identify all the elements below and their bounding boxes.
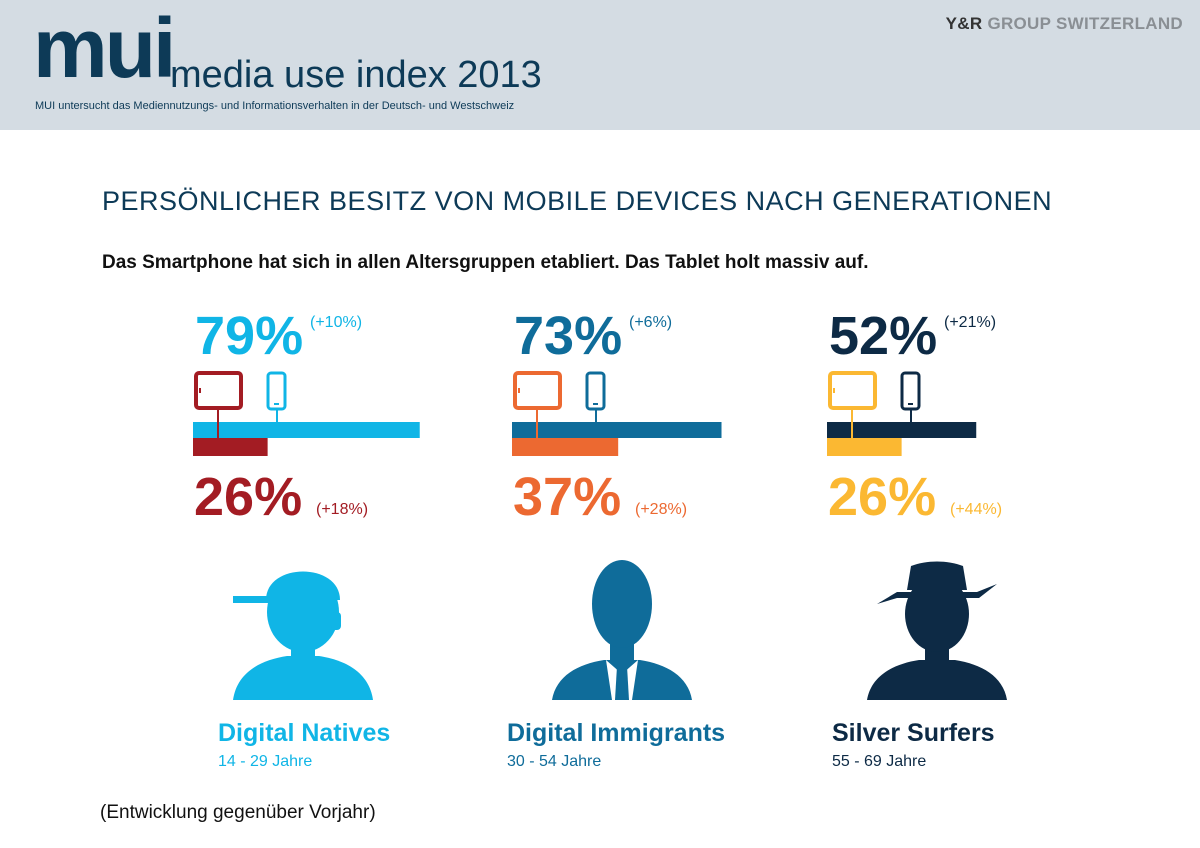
tablet-change-label: (+28%) [635,501,687,518]
header-subtitle: MUI untersucht das Mediennutzungs- und I… [35,100,515,112]
generation-age-range: 55 - 69 Jahre [832,753,926,770]
brand-part-1: Y&R [945,14,983,33]
brand-logo: Y&R GROUP SWITZERLAND [946,14,1183,34]
brand-part-2: GROUP SWITZERLAND [987,14,1183,33]
tablet-button [833,388,835,393]
tablet-button [199,388,201,393]
tablet-bar [193,438,268,456]
necktie [615,666,629,700]
tablet-bar [512,438,619,456]
smartphone-button [908,403,913,405]
tablet-change-label: (+18%) [316,501,368,518]
tablet-icon [513,371,562,410]
product-title: media use index 2013 [170,54,542,96]
tablet-value-label: 37% [513,467,621,527]
generation-name: Silver Surfers [832,719,995,747]
header: mui media use index 2013 MUI untersucht … [0,0,1200,130]
page-title: PERSÖNLICHER BESITZ VON MOBILE DEVICES N… [102,186,1053,216]
generation-name: Digital Immigrants [507,719,725,747]
smartphone-change-label: (+21%) [944,314,996,331]
generation-group-1: 79% (+10%) 26% (+18%) Digital Natives 14 - 29… [193,306,420,770]
cap-crown [266,571,340,600]
person-body [867,660,1007,700]
tablet-icon [194,371,243,410]
smartphone-value-label: 73% [514,306,622,366]
generation-age-range: 14 - 29 Jahre [218,753,312,770]
generation-name: Digital Natives [218,719,390,747]
tablet-value-label: 26% [828,467,936,527]
cap-person-icon [233,571,373,700]
smartphone-change-label: (+6%) [629,314,672,331]
smartphone-change-label: (+10%) [310,314,362,331]
tablet-bar [827,438,902,456]
cap-brim [233,596,275,603]
smartphone-bar [827,422,977,438]
tablet-icon [828,371,877,410]
generation-group-3: 52% (+21%) 26% (+44%) Silver Surfers 55 - 69 … [827,306,1007,770]
smartphone-value-label: 79% [195,306,303,366]
footnote: (Entwicklung gegenüber Vorjahr) [100,802,376,823]
smartphone-bar [193,422,420,438]
smartphone-value-label: 52% [829,306,937,366]
hat-brim [877,584,997,604]
person-head [592,560,652,648]
page-subtitle: Das Smartphone hat sich in allen Altersg… [102,252,869,273]
person-body [233,656,373,700]
mui-logo: mui [33,1,176,95]
smartphone-button [593,403,598,405]
person-ear [331,612,341,630]
generation-group-2: 73% (+6%) 37% (+28%) Digital Immigrants 30 - … [507,306,725,770]
tablet-button [518,388,520,393]
smartphone-button [274,403,279,405]
tablet-value-label: 26% [194,467,302,527]
hat-crown [907,561,967,590]
smartphone-bar [512,422,722,438]
hat-person-icon [867,561,1007,700]
tablet-change-label: (+44%) [950,501,1002,518]
generation-age-range: 30 - 54 Jahre [507,753,601,770]
tie-person-icon [552,560,692,700]
